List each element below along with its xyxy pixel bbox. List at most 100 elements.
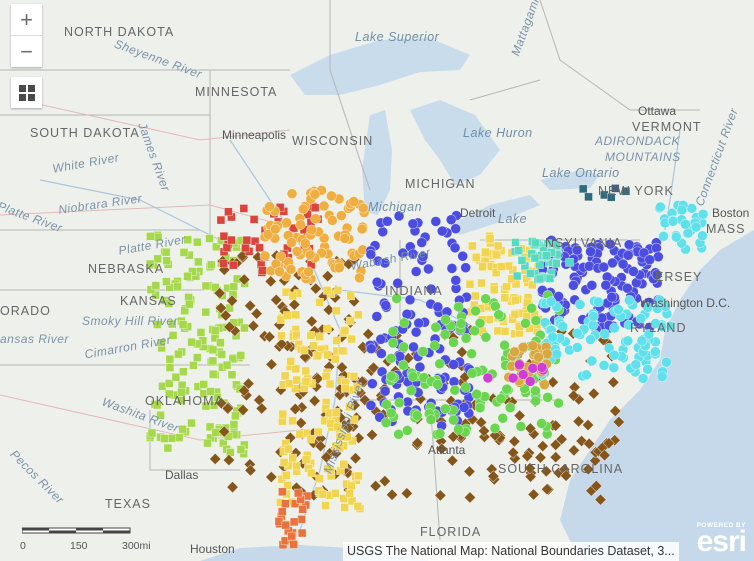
- map-point-brown-diamonds[interactable]: [263, 330, 276, 343]
- map-point-lime-squares[interactable]: [193, 237, 202, 247]
- map-point-blue-circles[interactable]: [423, 263, 434, 275]
- map-point-lime-squares[interactable]: [196, 328, 206, 337]
- map-point-tan-circles[interactable]: [527, 340, 539, 351]
- map-point-yellow-squares[interactable]: [335, 443, 345, 453]
- map-point-yellow-squares[interactable]: [465, 279, 475, 289]
- map-point-yellow-squares[interactable]: [314, 427, 323, 437]
- map-point-green-circles[interactable]: [402, 425, 413, 436]
- map-point-lime-squares[interactable]: [173, 282, 182, 292]
- map-point-blue-circles[interactable]: [600, 279, 612, 291]
- map-point-yellow-squares[interactable]: [339, 459, 348, 469]
- map-point-lime-squares[interactable]: [222, 360, 232, 370]
- map-point-teal-squares[interactable]: [530, 253, 540, 263]
- map-point-brown-diamonds[interactable]: [222, 453, 236, 467]
- map-point-yellow-squares[interactable]: [510, 295, 520, 305]
- map-point-brown-diamonds[interactable]: [555, 433, 568, 446]
- map-point-yellow-squares[interactable]: [315, 298, 324, 307]
- map-point-yellow-squares[interactable]: [288, 416, 297, 426]
- map-point-yellow-squares[interactable]: [291, 330, 301, 340]
- map-point-blue-circles[interactable]: [371, 276, 383, 288]
- map-point-lime-squares[interactable]: [146, 232, 155, 241]
- map-point-blue-circles[interactable]: [365, 249, 377, 260]
- map-point-orange-circles[interactable]: [264, 201, 275, 212]
- map-point-yellow-squares[interactable]: [331, 488, 340, 498]
- map-point-red-squares[interactable]: [219, 231, 229, 241]
- map-point-brown-diamonds[interactable]: [367, 361, 380, 374]
- map-point-green-circles[interactable]: [480, 331, 492, 343]
- map-point-brown-diamonds[interactable]: [524, 422, 537, 435]
- map-point-lime-squares[interactable]: [231, 411, 240, 421]
- map-point-lime-squares[interactable]: [178, 320, 188, 329]
- map-point-lime-squares[interactable]: [183, 235, 193, 245]
- map-point-green-circles[interactable]: [499, 339, 510, 351]
- map-point-lime-squares[interactable]: [206, 260, 216, 270]
- map-point-cyan-circles[interactable]: [622, 335, 634, 347]
- map-point-green-circles[interactable]: [460, 382, 471, 393]
- map-point-yellow-squares[interactable]: [321, 372, 331, 381]
- map-point-green-circles[interactable]: [425, 414, 437, 425]
- map-point-lime-squares[interactable]: [229, 282, 239, 292]
- map-point-lime-squares[interactable]: [187, 337, 196, 347]
- map-point-yellow-squares[interactable]: [295, 429, 304, 439]
- map-point-lime-squares[interactable]: [210, 326, 220, 335]
- map-point-yellow-squares[interactable]: [283, 311, 292, 320]
- map-point-brown-diamonds[interactable]: [549, 419, 562, 432]
- map-point-orange-circles[interactable]: [309, 188, 321, 200]
- map-point-yellow-squares[interactable]: [502, 282, 511, 291]
- map-point-yellow-squares[interactable]: [279, 458, 289, 467]
- map-point-red-squares[interactable]: [258, 266, 267, 275]
- map-point-green-circles[interactable]: [536, 418, 547, 429]
- map-point-brown-diamonds[interactable]: [540, 465, 553, 478]
- map-point-green-circles[interactable]: [385, 407, 397, 419]
- map-point-lime-squares[interactable]: [201, 401, 211, 411]
- map-point-orange-circles[interactable]: [336, 210, 347, 221]
- attribution[interactable]: USGS The National Map: National Boundari…: [343, 542, 679, 561]
- map-point-cyan-circles[interactable]: [599, 328, 611, 340]
- map-point-yellow-squares[interactable]: [333, 286, 343, 295]
- map-point-yellow-squares[interactable]: [349, 415, 359, 424]
- map-point-red-squares[interactable]: [242, 235, 252, 245]
- map-point-teal-squares[interactable]: [517, 256, 527, 265]
- map-point-yellow-squares[interactable]: [322, 286, 332, 295]
- map-point-yellow-squares[interactable]: [477, 278, 486, 288]
- map-point-lime-squares[interactable]: [168, 331, 178, 340]
- map-point-lime-squares[interactable]: [174, 433, 184, 442]
- map-point-blue-circles[interactable]: [651, 269, 663, 281]
- map-point-green-circles[interactable]: [515, 421, 527, 432]
- map-point-brown-diamonds[interactable]: [540, 483, 554, 496]
- map-point-lime-squares[interactable]: [229, 420, 239, 429]
- map-point-lime-squares[interactable]: [199, 380, 209, 389]
- map-point-brown-diamonds[interactable]: [435, 442, 448, 455]
- map-point-yellow-squares[interactable]: [493, 241, 503, 251]
- map-point-teal-squares[interactable]: [531, 238, 540, 248]
- map-point-teal-squares[interactable]: [565, 258, 574, 267]
- map-point-lime-squares[interactable]: [183, 271, 192, 281]
- map-point-cyan-circles[interactable]: [656, 371, 668, 382]
- map-point-cyan-circles[interactable]: [636, 335, 648, 347]
- map-point-green-circles[interactable]: [398, 317, 410, 329]
- map-point-lime-squares[interactable]: [227, 370, 237, 380]
- map-point-brown-diamonds[interactable]: [559, 469, 573, 482]
- map-point-yellow-squares[interactable]: [286, 357, 296, 366]
- map-point-magenta[interactable]: [514, 359, 525, 371]
- map-point-yellow-squares[interactable]: [313, 351, 323, 360]
- map-point-green-circles[interactable]: [380, 417, 392, 429]
- map-point-blue-circles[interactable]: [436, 225, 448, 237]
- map-point-green-circles[interactable]: [432, 379, 443, 390]
- map-point-green-circles[interactable]: [398, 341, 410, 353]
- map-point-brown-diamonds[interactable]: [270, 293, 283, 306]
- map-point-blue-circles[interactable]: [365, 400, 377, 411]
- map-point-green-circles[interactable]: [398, 359, 409, 371]
- map-point-brown-diamonds[interactable]: [314, 440, 327, 453]
- map-point-lime-squares[interactable]: [178, 424, 187, 434]
- map-point-orange-red-squares[interactable]: [293, 488, 303, 498]
- map-point-orange-circles[interactable]: [339, 233, 351, 244]
- map-point-brown-diamonds[interactable]: [455, 346, 469, 359]
- map-point-brown-diamonds[interactable]: [507, 446, 520, 459]
- map-point-dark-teal-squares[interactable]: [621, 186, 631, 196]
- map-point-cyan-circles[interactable]: [642, 302, 654, 313]
- map-point-yellow-squares[interactable]: [337, 346, 347, 356]
- map-point-green-circles[interactable]: [429, 340, 440, 351]
- map-point-lime-squares[interactable]: [201, 307, 211, 317]
- map-point-cyan-circles[interactable]: [637, 373, 649, 384]
